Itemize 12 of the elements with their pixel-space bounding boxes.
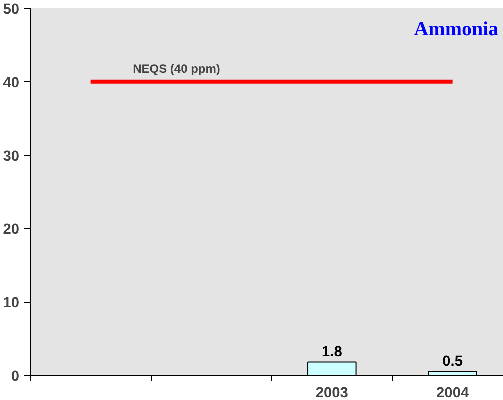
y-tick-label: 40 — [3, 75, 20, 92]
y-tick-label: 20 — [3, 222, 20, 238]
x-tick-label: 2003 — [316, 386, 348, 400]
y-tick-label: 30 — [3, 148, 20, 165]
y-tick-label: 10 — [3, 296, 20, 312]
y-tick-label: 50 — [3, 2, 20, 18]
data-label: 1.8 — [322, 344, 342, 360]
ref-line-label: NEQS (40 ppm) — [133, 62, 220, 76]
text: Ammonia — [414, 18, 499, 40]
y-tick-label: 0 — [11, 369, 20, 385]
x-tick-label: 2004 — [436, 386, 470, 400]
data-label: 0.5 — [442, 354, 464, 370]
